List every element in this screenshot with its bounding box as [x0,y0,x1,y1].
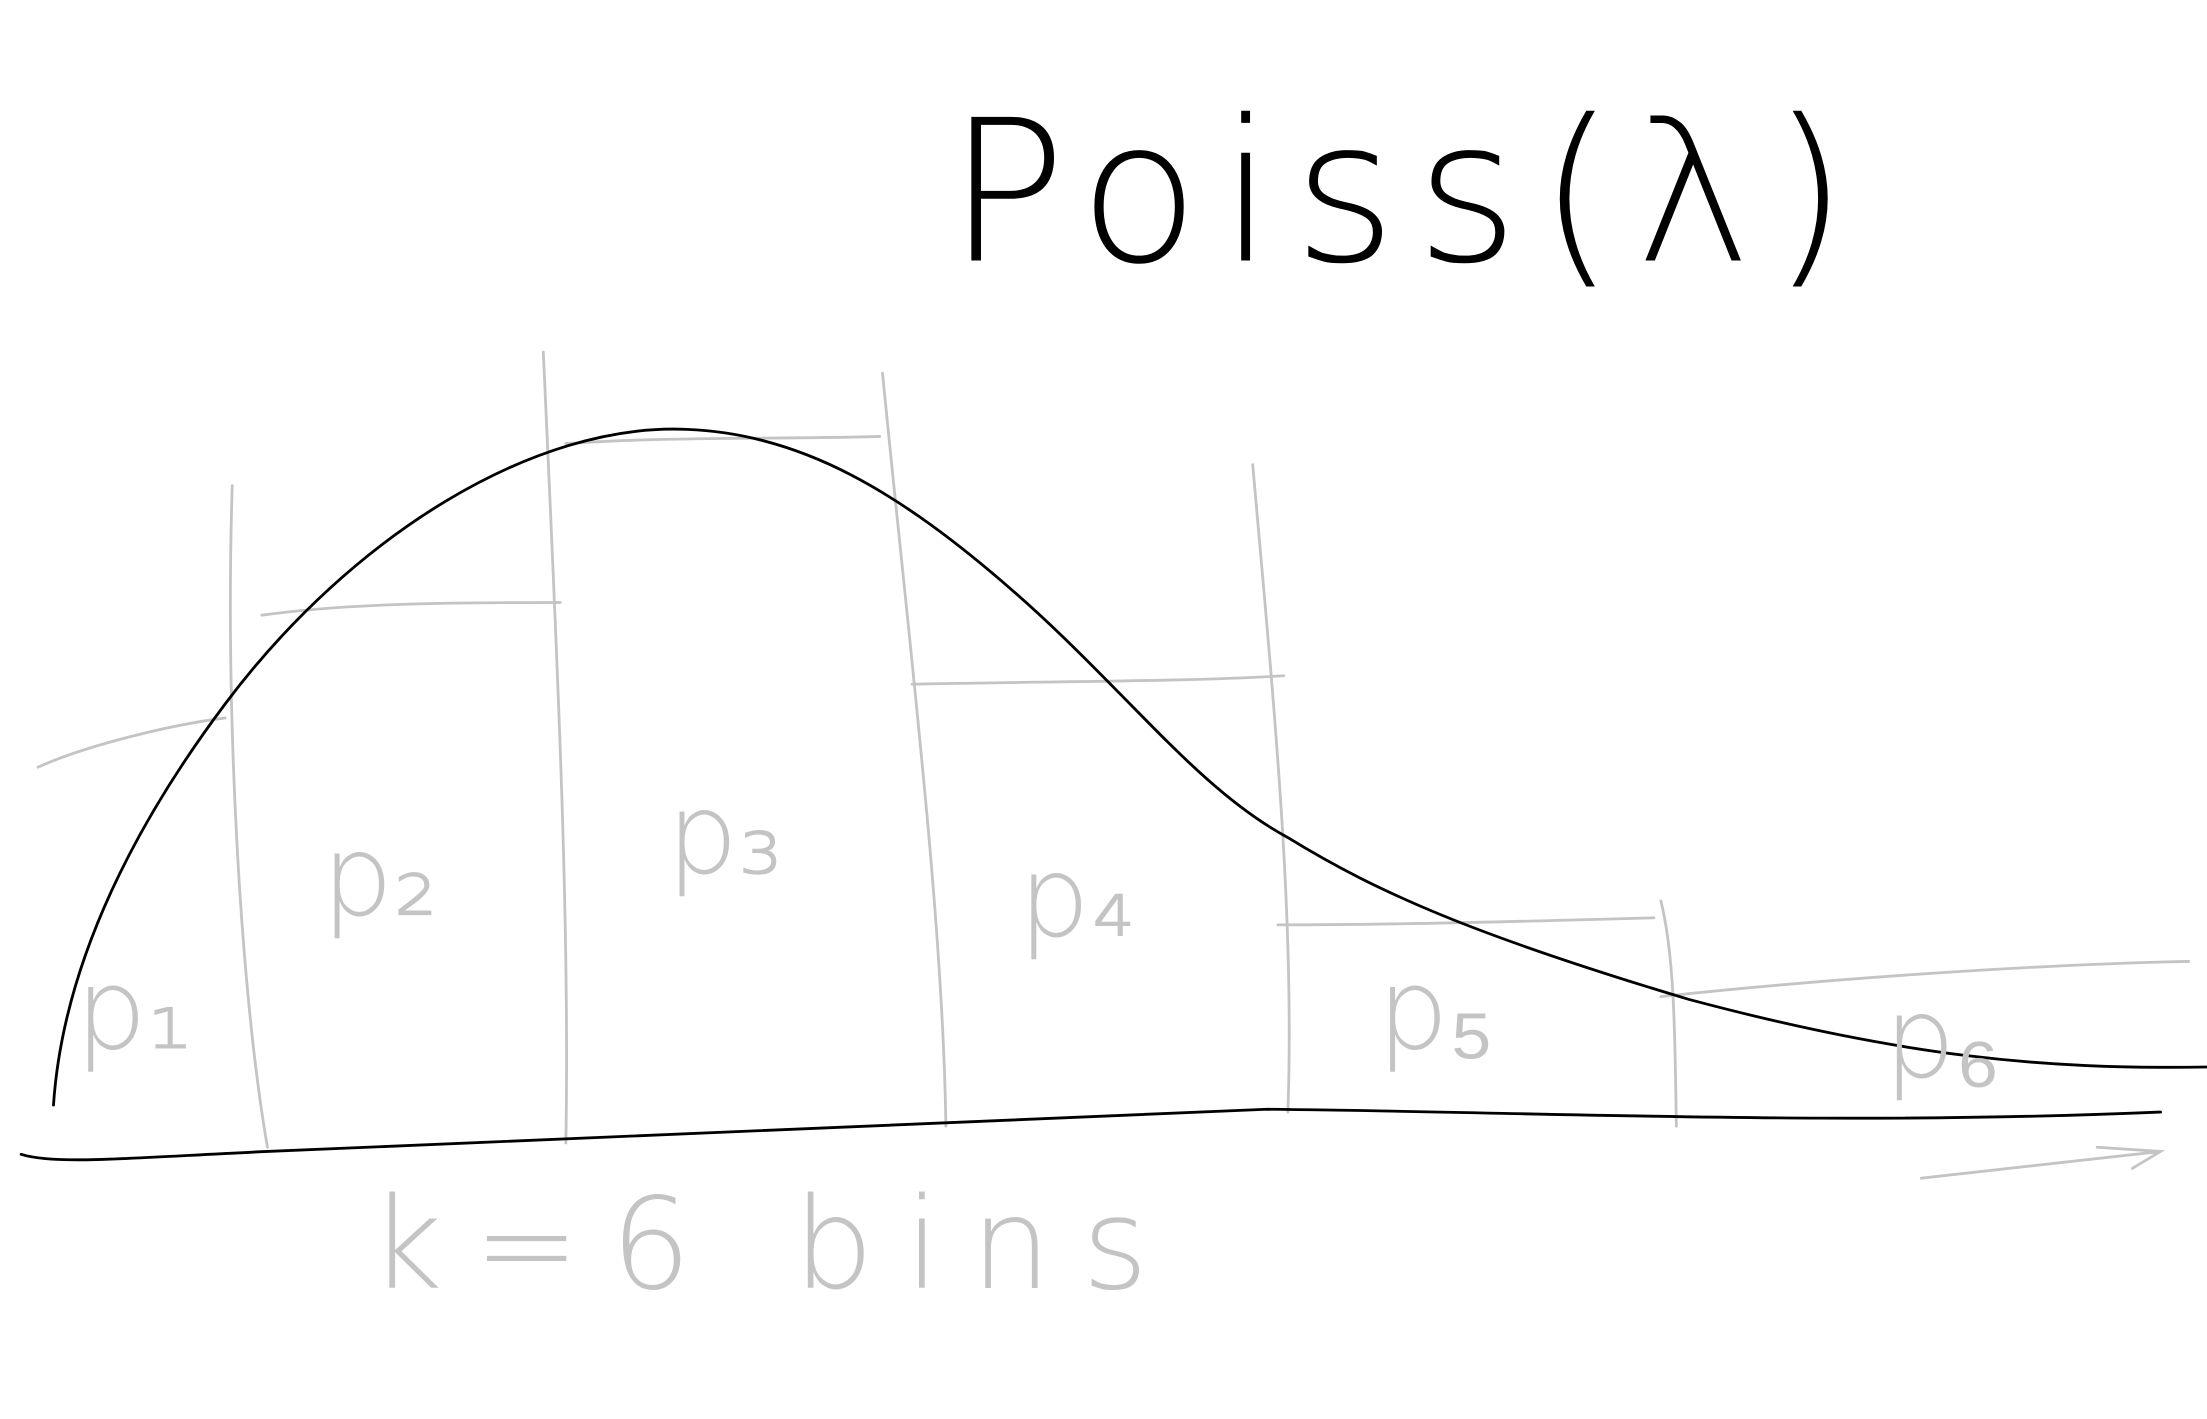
bin-labels: p₁ p₂ p₃ p₄ p₅ p₆ [75,768,2000,1104]
bin-label: p₃ [667,768,784,900]
caption: k=6 bins [369,1170,1179,1318]
poisson-curve [52,427,2207,1107]
bin-label: p₅ [1377,944,1494,1076]
bin-label: p₄ [1018,831,1135,963]
bin-label: p₁ [75,944,192,1076]
bin-label: p₆ [1884,972,2001,1104]
bin-label: p₂ [322,810,439,942]
title: Poiss(λ) [947,78,1867,307]
x-axis [19,1107,2162,1162]
bin-lines [36,350,2191,1180]
